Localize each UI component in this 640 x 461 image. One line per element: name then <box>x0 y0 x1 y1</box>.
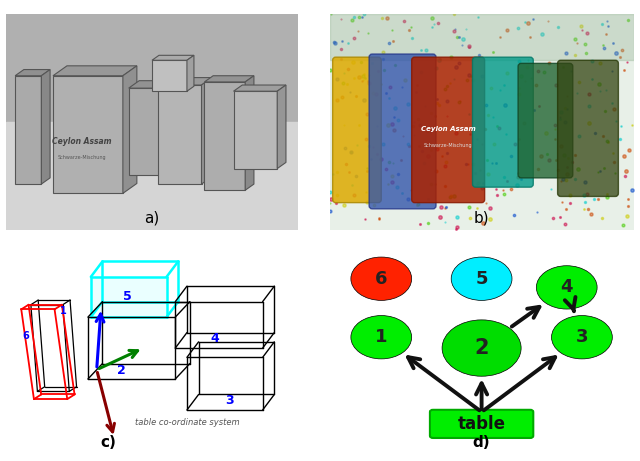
Text: a): a) <box>145 211 159 226</box>
Polygon shape <box>187 55 194 91</box>
Bar <box>6 122 298 230</box>
Text: b): b) <box>474 211 490 226</box>
Polygon shape <box>277 85 286 169</box>
Text: 2: 2 <box>474 338 489 358</box>
Polygon shape <box>234 85 286 91</box>
Text: 5: 5 <box>476 270 488 288</box>
Text: Schwarze-Mischung: Schwarze-Mischung <box>424 143 472 148</box>
Polygon shape <box>158 77 212 85</box>
FancyBboxPatch shape <box>412 57 484 203</box>
Text: Schwarze-Mischung: Schwarze-Mischung <box>58 155 106 160</box>
Circle shape <box>552 315 612 359</box>
Text: Ceylon Assam: Ceylon Assam <box>420 126 476 132</box>
Bar <box>129 88 175 175</box>
Text: 4: 4 <box>561 278 573 296</box>
FancyBboxPatch shape <box>557 60 618 196</box>
Bar <box>15 76 42 184</box>
FancyBboxPatch shape <box>333 57 381 203</box>
Polygon shape <box>175 81 186 175</box>
Bar <box>152 60 187 91</box>
Text: 4: 4 <box>211 332 219 345</box>
Polygon shape <box>202 77 212 184</box>
Text: 2: 2 <box>117 364 126 378</box>
Text: table co-ordinate system: table co-ordinate system <box>134 419 239 427</box>
Polygon shape <box>204 76 254 82</box>
Circle shape <box>536 266 597 309</box>
Bar <box>234 91 277 169</box>
FancyBboxPatch shape <box>472 57 533 187</box>
Polygon shape <box>91 277 166 317</box>
Circle shape <box>351 257 412 301</box>
Text: 5: 5 <box>123 290 132 303</box>
Circle shape <box>442 320 521 376</box>
Bar <box>330 14 634 60</box>
Circle shape <box>451 257 512 301</box>
Polygon shape <box>129 81 186 88</box>
Polygon shape <box>123 66 137 193</box>
Text: 1: 1 <box>60 306 67 316</box>
Polygon shape <box>15 70 50 76</box>
Text: 3: 3 <box>225 394 234 407</box>
Bar <box>158 85 202 184</box>
Bar <box>204 82 245 190</box>
Polygon shape <box>152 55 194 60</box>
Text: table: table <box>458 415 506 433</box>
Circle shape <box>351 315 412 359</box>
Polygon shape <box>42 70 50 184</box>
Text: 6: 6 <box>22 331 29 341</box>
Polygon shape <box>245 76 254 190</box>
Text: 6: 6 <box>375 270 388 288</box>
Bar <box>6 14 298 122</box>
FancyBboxPatch shape <box>430 410 533 438</box>
Text: d): d) <box>473 435 490 450</box>
FancyBboxPatch shape <box>369 54 436 209</box>
Text: Ceylon Assam: Ceylon Assam <box>52 137 112 146</box>
Bar <box>53 76 123 193</box>
Text: 3: 3 <box>575 328 588 346</box>
Polygon shape <box>53 66 137 76</box>
Text: 1: 1 <box>375 328 388 346</box>
FancyBboxPatch shape <box>518 63 573 178</box>
Text: c): c) <box>100 435 116 450</box>
